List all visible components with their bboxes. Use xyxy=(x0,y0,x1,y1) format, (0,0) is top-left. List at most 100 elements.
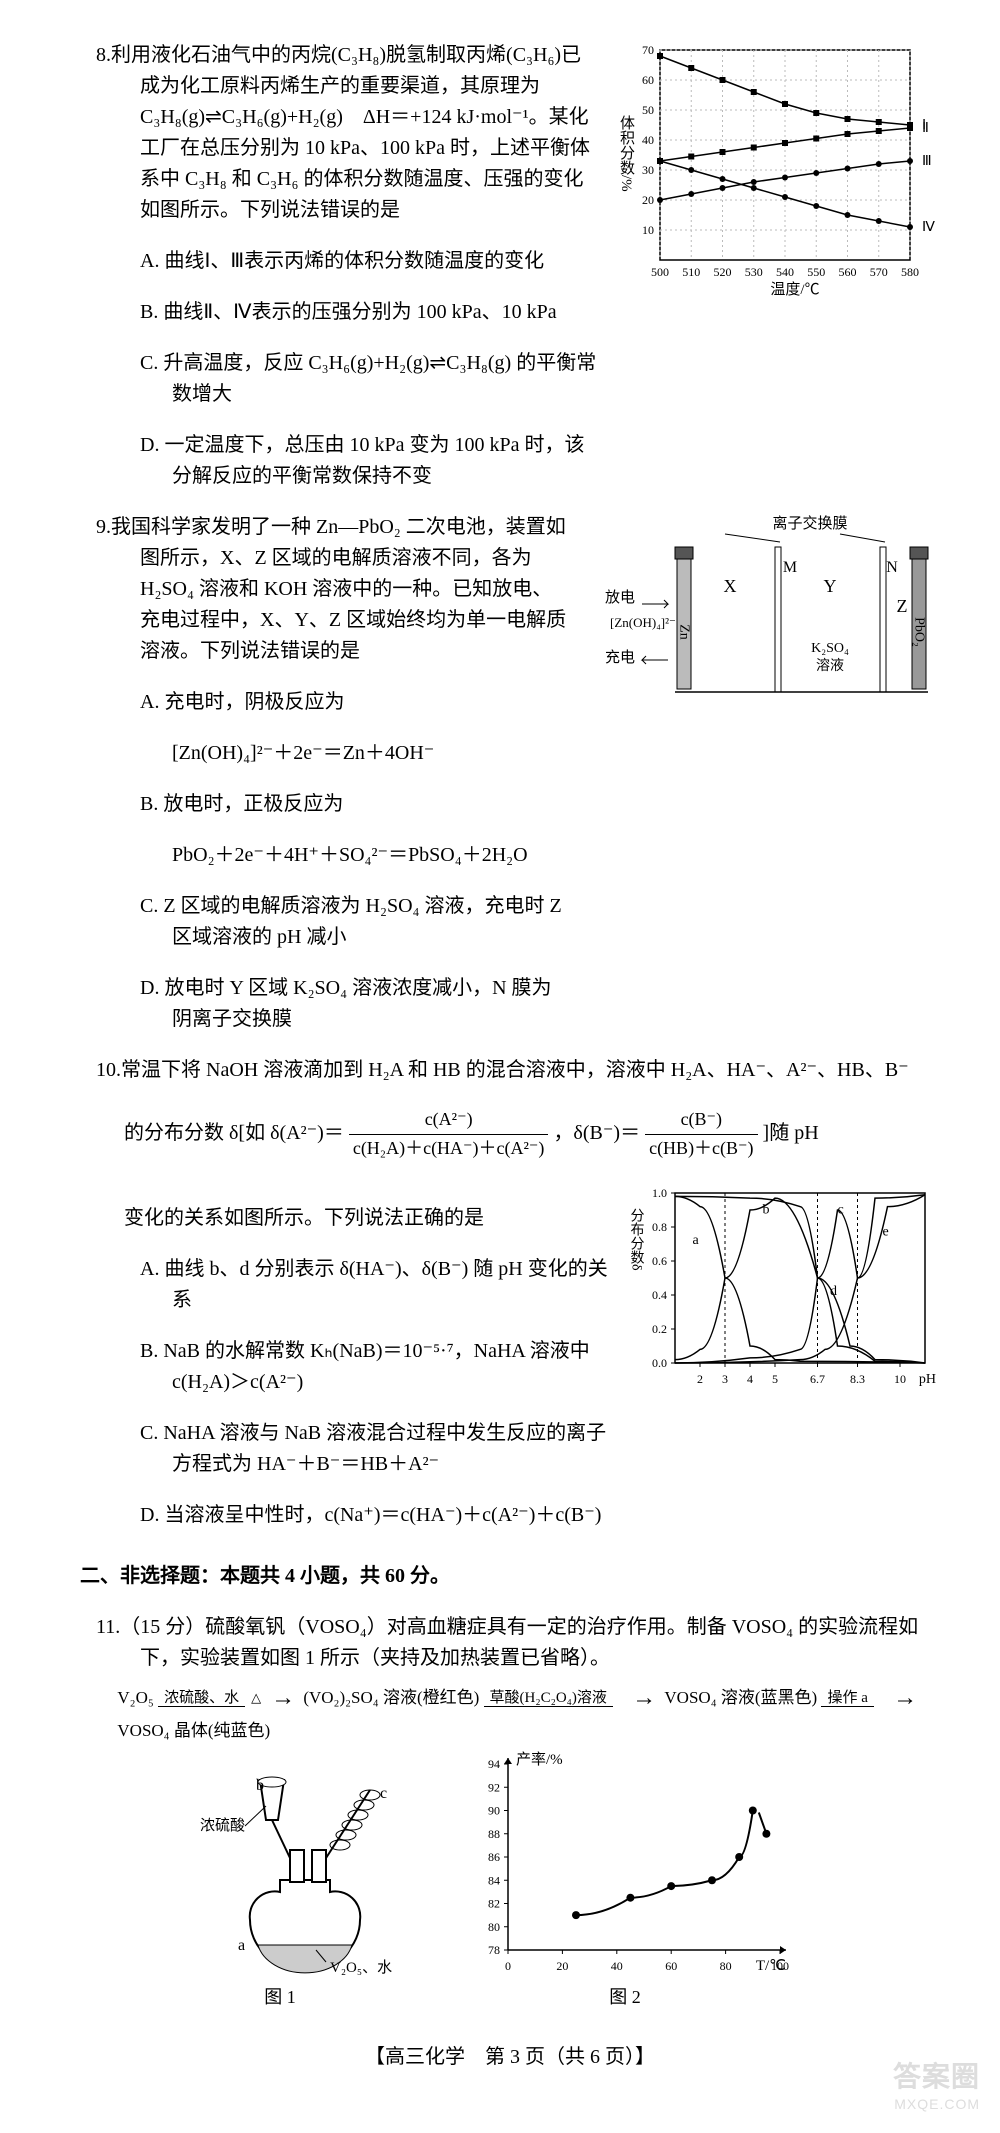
q9-diagram: 离子交换膜ZnPbO₂XMYNZK₂SO₄溶液放电充电[Zn(OH)₄]²⁻ xyxy=(580,512,940,742)
svg-text:c: c xyxy=(380,1785,387,1802)
svg-text:510: 510 xyxy=(682,265,700,279)
svg-text:Y: Y xyxy=(824,576,837,596)
svg-text:d: d xyxy=(830,1284,837,1299)
q8-opt-b: B. 曲线Ⅱ、Ⅳ表示的压强分别为 100 kPa、10 kPa xyxy=(140,297,600,328)
fig2-caption: 图 2 xyxy=(460,1984,790,2012)
svg-text:82: 82 xyxy=(488,1897,500,1911)
q8-chart: 5005105205305405505605705801020304050607… xyxy=(610,40,940,300)
svg-text:M: M xyxy=(783,559,797,576)
svg-text:580: 580 xyxy=(901,265,919,279)
q8-opt-a: A. 曲线Ⅰ、Ⅲ表示丙烯的体积分数随温度的变化 xyxy=(140,246,600,277)
q10-frac2-num: c(B⁻) xyxy=(645,1106,757,1135)
q9-opt-b2: PbO₂＋2e⁻＋4H⁺＋SO₄²⁻＝PbSO₄＋2H₂O xyxy=(172,840,570,871)
svg-text:90: 90 xyxy=(488,1804,500,1818)
svg-text:c: c xyxy=(838,1202,844,1217)
q9-opt-a2: [Zn(OH)₄]²⁻＋2e⁻＝Zn＋4OH⁻ xyxy=(172,738,570,769)
svg-text:86: 86 xyxy=(488,1850,500,1864)
svg-text:8.3: 8.3 xyxy=(850,1372,865,1386)
svg-text:离子交换膜: 离子交换膜 xyxy=(772,514,847,532)
svg-text:放电: 放电 xyxy=(605,589,635,606)
q8-opt-c: C. 升高温度，反应 C₃H₆(g)+H₂(g)⇌C₃H₈(g) 的平衡常数增大 xyxy=(140,348,600,410)
svg-text:0.0: 0.0 xyxy=(652,1356,667,1370)
svg-text:94: 94 xyxy=(488,1757,500,1771)
svg-text:0.6: 0.6 xyxy=(652,1254,667,1268)
q9-num: 9. xyxy=(96,516,111,538)
svg-text:分布分数δ: 分布分数δ xyxy=(629,1208,645,1271)
svg-text:40: 40 xyxy=(611,1959,623,1973)
svg-text:浓硫酸: 浓硫酸 xyxy=(200,1817,245,1834)
svg-text:570: 570 xyxy=(870,265,888,279)
q10-frac-pre: 的分布分数 δ[如 δ(A²⁻)＝ xyxy=(124,1122,344,1144)
q10-stem-a-text: 常温下将 NaOH 溶液滴加到 H₂A 和 HB 的混合溶液中，溶液中 H₂A、… xyxy=(121,1059,909,1081)
svg-text:80: 80 xyxy=(720,1959,732,1973)
q9-stem: 9.我国科学家发明了一种 Zn—PbO₂ 二次电池，装置如图所示，X、Z 区域的… xyxy=(96,512,570,667)
q10-frac-post: ]随 pH xyxy=(763,1122,819,1144)
svg-text:50: 50 xyxy=(642,103,654,117)
flow-s3: VOSO₄ 溶液(蓝黑色) xyxy=(664,1685,817,1711)
page-footer: 【高三化学 第 3 页（共 6 页）】 xyxy=(80,2042,940,2073)
svg-text:V₂O₅、水: V₂O₅、水 xyxy=(330,1959,392,1976)
svg-text:530: 530 xyxy=(745,265,763,279)
q10-chart: 0.00.20.40.60.81.023456.78.310abcdepH分布分… xyxy=(620,1183,940,1393)
q9-opt-b: B. 放电时，正极反应为 xyxy=(140,789,570,820)
flow-s1: V₂O₅ xyxy=(117,1685,153,1711)
svg-text:80: 80 xyxy=(488,1920,500,1934)
q9-opt-a: A. 充电时，阴极反应为 xyxy=(140,687,570,718)
svg-text:溶液: 溶液 xyxy=(816,658,844,674)
svg-text:540: 540 xyxy=(776,265,794,279)
svg-text:6.7: 6.7 xyxy=(810,1372,825,1386)
svg-text:560: 560 xyxy=(839,265,857,279)
svg-text:b: b xyxy=(256,1777,264,1794)
svg-text:[Zn(OH)₄]²⁻: [Zn(OH)₄]²⁻ xyxy=(610,615,676,630)
svg-text:X: X xyxy=(724,576,737,596)
svg-text:60: 60 xyxy=(665,1959,677,1973)
q11-flow: V₂O₅ 浓硫酸、水△→ (VO₂)₂SO₄ 溶液(橙红色) 草酸(H₂C₂O₄… xyxy=(117,1680,940,1744)
flow-r3: 操作 a xyxy=(821,1687,889,1710)
svg-text:0.2: 0.2 xyxy=(652,1322,667,1336)
svg-text:500: 500 xyxy=(651,265,669,279)
flow-r2-top: 草酸(H₂C₂O₄)溶液 xyxy=(484,1690,613,1707)
q10-opt-d: D. 当溶液呈中性时，c(Na⁺)＝c(HA⁻)＋c(A²⁻)＋c(B⁻) xyxy=(140,1500,610,1531)
q11-num: 11. xyxy=(96,1616,120,1638)
arrow-icon: → xyxy=(893,1680,917,1717)
q9-stem-text: 我国科学家发明了一种 Zn—PbO₂ 二次电池，装置如图所示，X、Z 区域的电解… xyxy=(111,516,566,662)
q9-opt-c: C. Z 区域的电解质溶液为 H₂SO₄ 溶液，充电时 Z 区域溶液的 pH 减… xyxy=(140,891,570,953)
fig1-caption: 图 1 xyxy=(140,1984,420,2012)
svg-text:520: 520 xyxy=(714,265,732,279)
svg-text:体积分数/%: 体积分数/% xyxy=(618,115,635,192)
svg-text:产率/%: 产率/% xyxy=(516,1751,563,1768)
svg-text:1.0: 1.0 xyxy=(652,1186,667,1200)
q11-stem: 11.（15 分）硫酸氧钒（VOSO₄）对高血糖症具有一定的治疗作用。制备 VO… xyxy=(96,1612,940,1674)
q10-opt-b: B. NaB 的水解常数 Kₕ(NaB)＝10⁻⁵·⁷，NaHA 溶液中 c(H… xyxy=(140,1336,610,1398)
q10-opt-a: A. 曲线 b、d 分别表示 δ(HA⁻)、δ(B⁻) 随 pH 变化的关系 xyxy=(140,1254,610,1316)
watermark-small: MXQE.COM xyxy=(893,2095,980,2113)
q10-stem-c: 变化的关系如图所示。下列说法正确的是 xyxy=(80,1203,610,1234)
flow-r3-top: 操作 a xyxy=(821,1690,873,1707)
svg-text:5: 5 xyxy=(772,1372,778,1386)
svg-text:0.4: 0.4 xyxy=(652,1288,667,1302)
svg-text:Zn: Zn xyxy=(677,624,692,640)
arrow-icon: → xyxy=(271,1680,295,1717)
svg-text:T/℃: T/℃ xyxy=(756,1958,786,1974)
svg-text:Ⅱ: Ⅱ xyxy=(922,121,929,136)
flow-r2: 草酸(H₂C₂O₄)溶液 xyxy=(484,1687,629,1710)
svg-text:4: 4 xyxy=(747,1372,753,1386)
svg-text:2: 2 xyxy=(697,1372,703,1386)
svg-text:N: N xyxy=(886,559,898,576)
svg-text:20: 20 xyxy=(556,1959,568,1973)
flow-r1-top: 浓硫酸、水 xyxy=(158,1690,245,1707)
svg-text:PbO₂: PbO₂ xyxy=(912,617,927,647)
svg-text:92: 92 xyxy=(488,1780,500,1794)
flow-s4: VOSO₄ 晶体(纯蓝色) xyxy=(117,1718,270,1744)
svg-text:60: 60 xyxy=(642,73,654,87)
svg-text:b: b xyxy=(763,1202,770,1217)
svg-text:30: 30 xyxy=(642,163,654,177)
svg-text:3: 3 xyxy=(722,1372,728,1386)
svg-text:Ⅳ: Ⅳ xyxy=(922,220,935,235)
svg-text:78: 78 xyxy=(488,1943,500,1957)
svg-text:充电: 充电 xyxy=(605,649,635,666)
svg-text:Z: Z xyxy=(897,596,908,616)
svg-text:a: a xyxy=(238,1937,245,1954)
q10-frac2: c(B⁻)c(HB)＋c(B⁻) xyxy=(645,1106,757,1163)
svg-text:84: 84 xyxy=(488,1873,500,1887)
